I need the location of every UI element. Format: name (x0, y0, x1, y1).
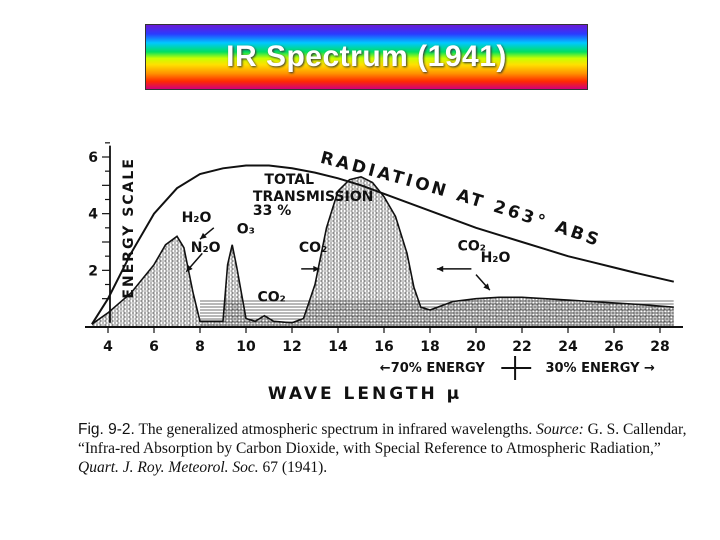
co2-h2o-band-arrow-head (436, 265, 444, 272)
chart-annotation: CO₂ (458, 239, 486, 255)
x-tick-label: 12 (282, 339, 301, 355)
x-tick-label: 26 (604, 339, 623, 355)
chart-annotation: N₂O (191, 240, 221, 256)
chart-annotation: 33 % (253, 203, 291, 219)
h2o-arrow-head (200, 232, 207, 240)
figure-text: The generalized atmospheric spectrum in … (138, 421, 533, 438)
x-tick-label: 28 (650, 339, 669, 355)
x-tick-label: 22 (512, 339, 531, 355)
energy-left-label: ←70% ENERGY (380, 361, 486, 376)
chart-annotation: TRANSMISSION (253, 189, 373, 205)
title-banner: IR Spectrum (1941) (145, 24, 588, 90)
x-tick-label: 6 (149, 339, 159, 355)
chart-annotation: TOTAL (264, 172, 314, 188)
y-tick-label: 6 (88, 150, 98, 166)
chart-annotation: CO₂ (258, 290, 286, 306)
journal-name: Quart. J. Roy. Meteorol. Soc. (78, 459, 259, 476)
x-tick-label: 16 (374, 339, 393, 355)
chart-annotation: H₂O (481, 250, 511, 266)
slide-title: IR Spectrum (1941) (226, 40, 507, 73)
x-tick-label: 24 (558, 339, 578, 355)
radiation-curve (91, 164, 675, 325)
y-axis-title: ENERGY SCALE (121, 157, 137, 298)
figure-caption: Fig. 9-2. The generalized atmospheric sp… (78, 420, 698, 477)
transmission-curve (91, 175, 674, 325)
chart-annotation: H₂O (182, 210, 212, 226)
x-tick-label: 8 (195, 339, 205, 355)
x-tick-label: 4 (103, 339, 113, 355)
transmission-area-stripes (91, 176, 674, 327)
source-label: Source: (536, 421, 584, 438)
x-tick-label: 14 (328, 339, 348, 355)
x-tick-label: 18 (420, 339, 439, 355)
chart-annotation: O₃ (237, 222, 255, 238)
figure-label: Fig. 9-2. (78, 421, 135, 438)
energy-right-label: 30% ENERGY → (545, 361, 655, 376)
x-tick-label: 10 (236, 339, 256, 355)
energy-split: ←70% ENERGY 30% ENERGY → (380, 356, 655, 380)
x-axis-title: WAVE LENGTH μ (268, 384, 462, 404)
y-tick-label: 2 (88, 263, 98, 279)
n2o-arrow-head (186, 265, 193, 272)
source-author: G. S. Callendar, “Infra-red Absorption b… (78, 421, 687, 457)
y-tick-label: 4 (88, 207, 98, 223)
volume-year: 67 (1941). (262, 459, 328, 476)
h2o-window-arrow-head (483, 283, 490, 291)
x-tick-label: 20 (466, 339, 486, 355)
co2-band-arrow-head (313, 265, 320, 272)
chart-annotation: CO₂ (299, 240, 327, 256)
